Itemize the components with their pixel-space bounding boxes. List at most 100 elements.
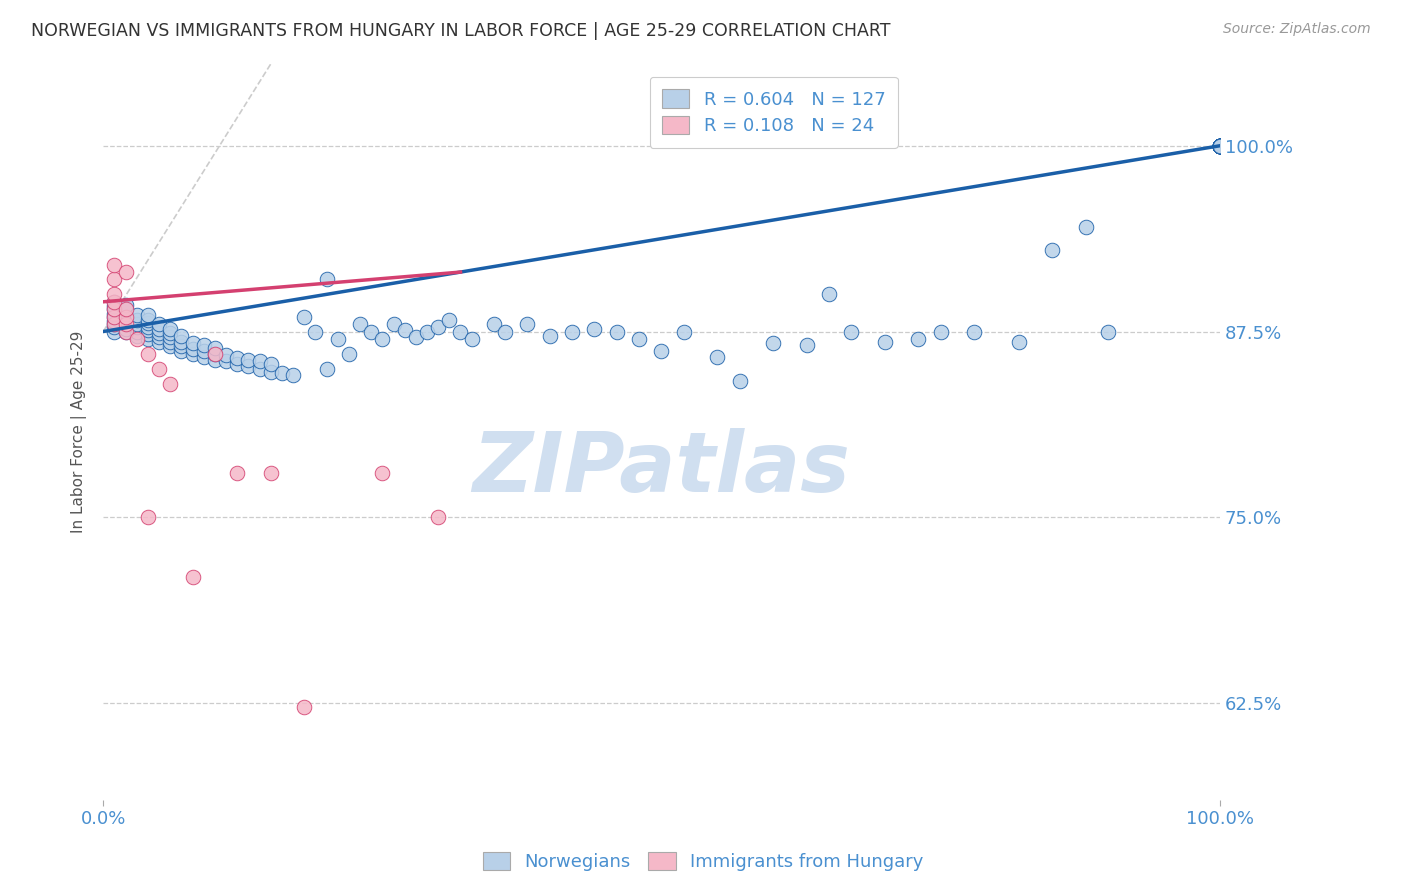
Point <box>482 317 505 331</box>
Point <box>1209 138 1232 153</box>
Point <box>103 299 125 313</box>
Point <box>249 361 271 376</box>
Point <box>114 302 136 317</box>
Point <box>460 332 482 346</box>
Point <box>103 302 125 317</box>
Point <box>114 310 136 324</box>
Point <box>1209 138 1232 153</box>
Point <box>181 336 204 351</box>
Point <box>103 320 125 334</box>
Point <box>1209 138 1232 153</box>
Point <box>382 317 405 331</box>
Point <box>215 348 238 362</box>
Point <box>181 569 204 583</box>
Point <box>103 310 125 324</box>
Point <box>103 307 125 321</box>
Point <box>136 510 159 524</box>
Point <box>405 330 427 344</box>
Point <box>114 317 136 331</box>
Point <box>103 258 125 272</box>
Point <box>1209 138 1232 153</box>
Point <box>371 466 394 480</box>
Point <box>114 302 136 317</box>
Point <box>215 354 238 368</box>
Point <box>260 466 283 480</box>
Point <box>963 325 986 339</box>
Point <box>1209 138 1232 153</box>
Point <box>193 338 215 352</box>
Point <box>181 343 204 357</box>
Legend: R = 0.604   N = 127, R = 0.108   N = 24: R = 0.604 N = 127, R = 0.108 N = 24 <box>650 77 898 148</box>
Point <box>427 510 450 524</box>
Point <box>114 298 136 312</box>
Point <box>204 347 226 361</box>
Point <box>281 368 304 382</box>
Point <box>315 272 337 286</box>
Point <box>907 332 929 346</box>
Point <box>114 317 136 331</box>
Point <box>292 310 315 324</box>
Point <box>450 325 472 339</box>
Point <box>1074 220 1097 235</box>
Point <box>260 365 283 379</box>
Point <box>1008 334 1031 349</box>
Point <box>260 357 283 371</box>
Point <box>170 343 193 358</box>
Point <box>818 287 841 301</box>
Point <box>292 700 315 714</box>
Point <box>136 332 159 346</box>
Point <box>427 320 450 334</box>
Point <box>159 334 181 349</box>
Point <box>148 330 170 344</box>
Point <box>226 351 249 366</box>
Point <box>148 317 170 331</box>
Point <box>628 332 651 346</box>
Y-axis label: In Labor Force | Age 25-29: In Labor Force | Age 25-29 <box>72 331 87 533</box>
Point <box>159 321 181 335</box>
Point <box>148 334 170 349</box>
Text: NORWEGIAN VS IMMIGRANTS FROM HUNGARY IN LABOR FORCE | AGE 25-29 CORRELATION CHAR: NORWEGIAN VS IMMIGRANTS FROM HUNGARY IN … <box>31 22 890 40</box>
Point <box>204 352 226 367</box>
Point <box>136 347 159 361</box>
Point <box>1209 138 1232 153</box>
Point <box>516 317 538 331</box>
Point <box>136 327 159 342</box>
Point <box>103 314 125 328</box>
Point <box>1209 138 1232 153</box>
Point <box>103 317 125 331</box>
Point <box>193 350 215 364</box>
Point <box>204 341 226 355</box>
Point <box>839 325 862 339</box>
Point <box>148 326 170 340</box>
Point <box>114 321 136 335</box>
Point <box>706 350 728 364</box>
Point <box>125 325 148 339</box>
Point <box>125 329 148 343</box>
Point <box>181 347 204 361</box>
Point <box>204 347 226 361</box>
Point <box>136 320 159 334</box>
Point <box>494 325 516 339</box>
Point <box>170 329 193 343</box>
Point <box>103 287 125 301</box>
Point <box>148 361 170 376</box>
Point <box>439 312 461 326</box>
Point <box>1040 243 1063 257</box>
Point <box>103 302 125 317</box>
Point <box>125 308 148 322</box>
Point <box>561 325 583 339</box>
Point <box>125 332 148 346</box>
Legend: Norwegians, Immigrants from Hungary: Norwegians, Immigrants from Hungary <box>475 845 931 879</box>
Point <box>538 329 561 343</box>
Point <box>583 321 606 335</box>
Point <box>159 339 181 353</box>
Point <box>114 265 136 279</box>
Point <box>103 294 125 309</box>
Point <box>315 361 337 376</box>
Text: Source: ZipAtlas.com: Source: ZipAtlas.com <box>1223 22 1371 37</box>
Point <box>1209 138 1232 153</box>
Point <box>326 332 349 346</box>
Point <box>1209 138 1232 153</box>
Point <box>114 314 136 328</box>
Point <box>650 343 672 358</box>
